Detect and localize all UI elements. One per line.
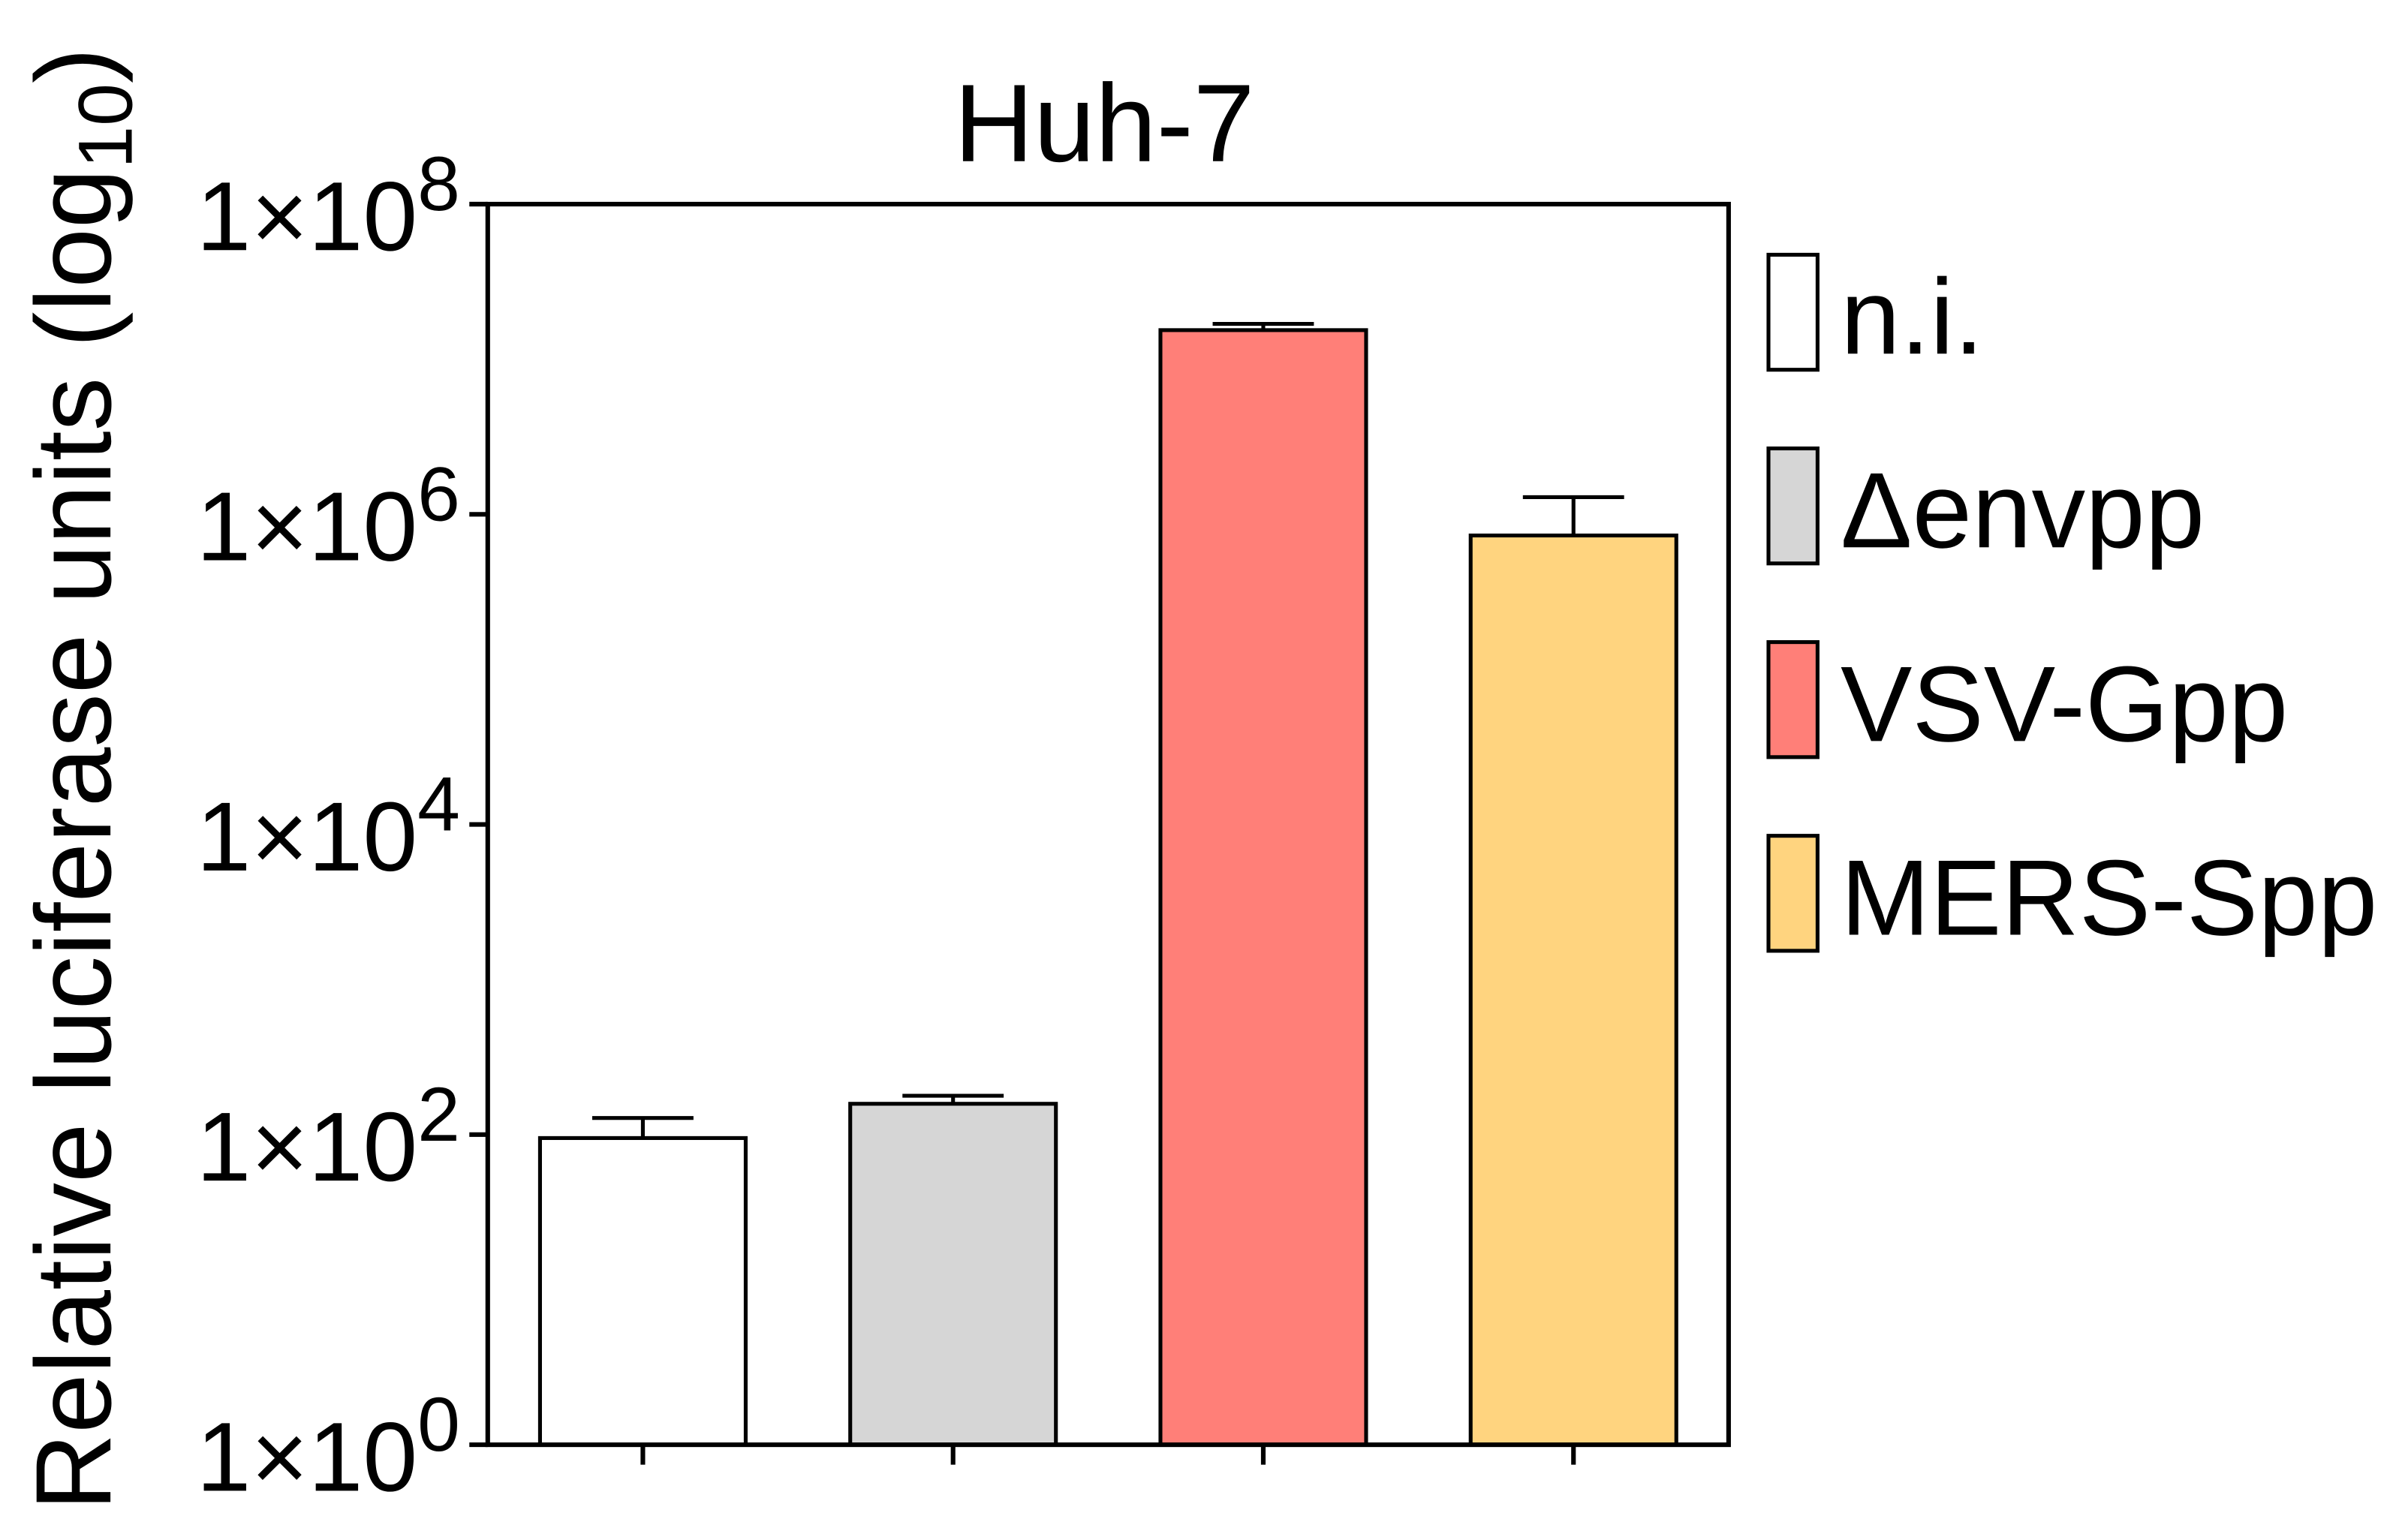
y-tick-label-exponent: 0 (417, 1382, 460, 1467)
y-tick-label-exponent: 2 (417, 1072, 460, 1157)
bars-group (537, 328, 1678, 1447)
legend: n.i. Δenvpp VSV-Gpp MERS-Spp (1766, 252, 2377, 958)
y-tick-label: 1×102 (197, 1072, 460, 1202)
y-tick-label-base: 1×10 (197, 1092, 418, 1202)
legend-label: MERS-Spp (1841, 838, 2377, 958)
y-tick-label-base: 1×10 (197, 472, 418, 582)
y-tick-label-exponent: 8 (417, 141, 460, 227)
legend-swatch (1766, 252, 1820, 372)
y-axis-label-main: Relative luciferase units (log (14, 169, 134, 1511)
legend-swatch (1766, 446, 1820, 566)
legend-label: n.i. (1841, 257, 1984, 377)
bar (1158, 328, 1368, 1447)
y-tick-label-base: 1×10 (197, 1402, 418, 1511)
x-axis-ticks (640, 1445, 1576, 1465)
y-tick-label-exponent: 4 (417, 762, 460, 847)
bar (1468, 533, 1678, 1447)
legend-label: Δenvpp (1841, 451, 2205, 570)
bar (848, 1102, 1058, 1447)
error-bars-group (591, 321, 1624, 1138)
legend-label: VSV-Gpp (1841, 645, 2288, 764)
legend-swatch (1766, 640, 1820, 759)
y-tick-label-exponent: 6 (417, 451, 460, 537)
bar (537, 1135, 748, 1447)
y-tick-label: 1×100 (197, 1382, 460, 1511)
y-axis-label-end: ) (14, 47, 134, 83)
y-tick-label: 1×108 (197, 141, 460, 271)
y-tick-label-base: 1×10 (197, 782, 418, 892)
chart-title: Huh-7 (954, 62, 1255, 185)
y-tick-label: 1×106 (197, 451, 460, 581)
y-tick-label-base: 1×10 (197, 161, 418, 271)
y-tick-label: 1×104 (197, 762, 460, 892)
legend-swatch (1766, 834, 1820, 953)
y-axis-label-subscript: 10 (63, 83, 149, 169)
y-axis-label: Relative luciferase units (log10) (14, 47, 149, 1511)
